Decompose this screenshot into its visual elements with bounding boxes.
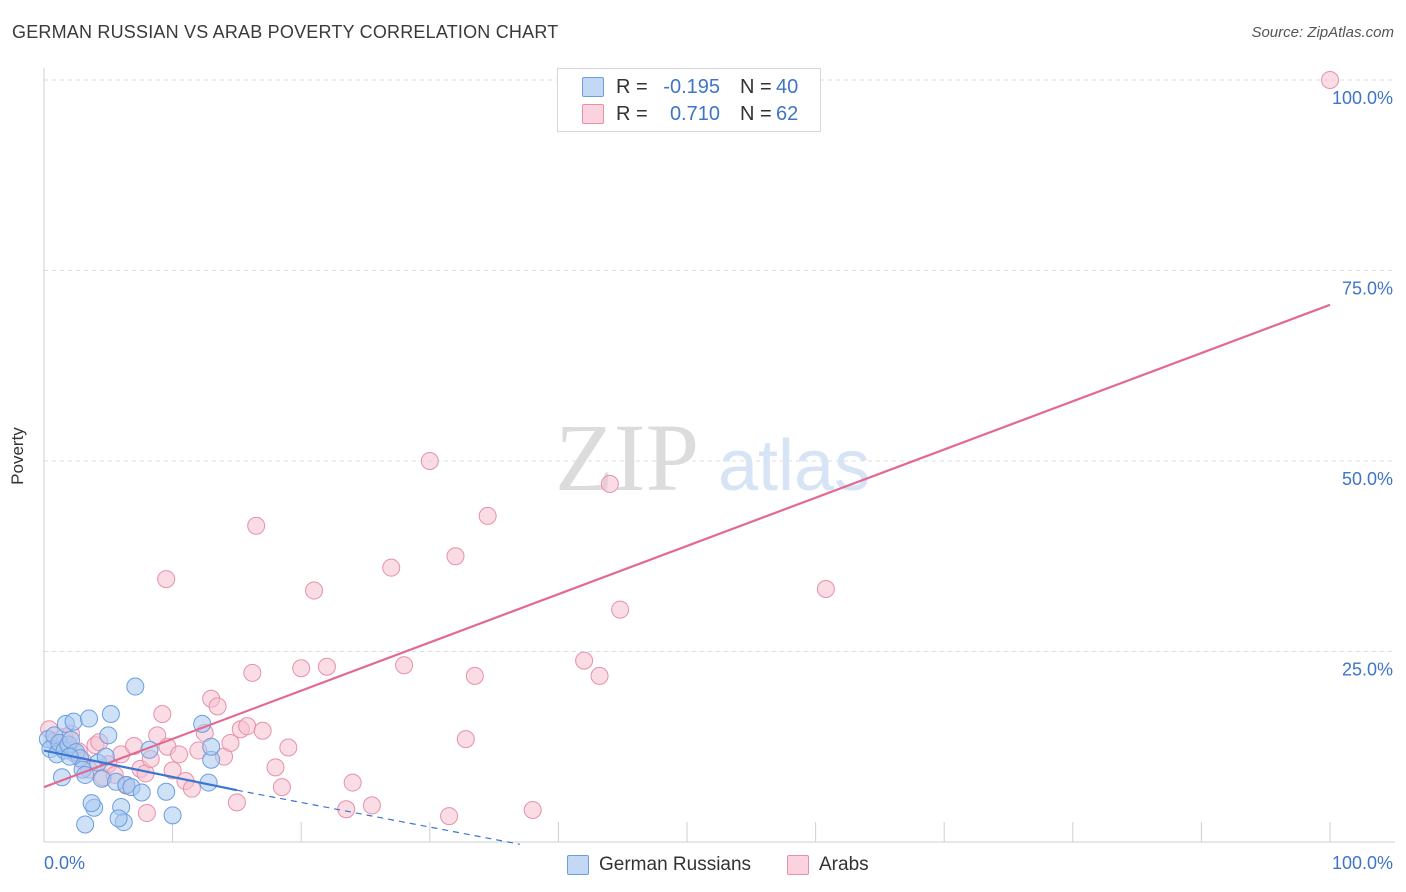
arabs-point — [420, 452, 439, 470]
german-russians-swatch — [582, 77, 604, 97]
legend-label: German Russians — [599, 854, 752, 875]
arabs-point — [1321, 71, 1339, 89]
y-tick-label: 75.0% — [1342, 279, 1393, 299]
arabs-point — [238, 717, 257, 736]
arabs-point — [337, 800, 356, 819]
german-russians-point — [76, 815, 95, 834]
arabs-point — [221, 733, 240, 752]
stats-row-arabs: R = 0.710 N = 62 — [582, 102, 798, 126]
arabs-point — [590, 666, 609, 685]
arabs-point — [382, 558, 401, 577]
legend-arabs[interactable]: Arabs — [787, 853, 869, 877]
legend-label: Arabs — [819, 854, 869, 875]
arabs-point — [317, 657, 336, 676]
german-russians-trend-extension — [236, 789, 520, 845]
arabs-swatch — [787, 855, 809, 875]
watermark: ZIP atlas — [555, 404, 870, 511]
german-russians-point — [109, 809, 128, 828]
arabs-point — [575, 651, 594, 670]
arabs-point — [279, 738, 298, 757]
stats-row-german-russians: R = -0.195 N = 40 — [582, 75, 798, 99]
arabs-point — [446, 547, 465, 566]
german-russians-point — [157, 782, 176, 801]
arabs-point — [157, 570, 176, 589]
watermark-atlas: atlas — [718, 426, 870, 506]
y-axis-label: Poverty — [8, 427, 27, 485]
german-russians-point — [163, 806, 182, 825]
arabs-point — [465, 666, 484, 685]
arabs-point — [440, 807, 459, 826]
n-label: N = — [740, 75, 772, 98]
arabs-point — [170, 745, 189, 764]
arabs-swatch — [582, 104, 604, 124]
arabs-point — [523, 800, 542, 819]
arabs-point — [137, 804, 156, 823]
arabs-point — [305, 581, 324, 600]
y-tick-label: 50.0% — [1342, 469, 1393, 489]
arabs-point — [153, 704, 172, 723]
r-label: R = — [616, 75, 648, 98]
arabs-point — [163, 761, 182, 780]
stats-legend: R = -0.195 N = 40 R = 0.710 N = 62 — [557, 68, 821, 132]
n-value: 40 — [776, 75, 799, 98]
arabs-point — [272, 778, 291, 797]
german-russians-point — [80, 709, 99, 728]
legend-german-russians[interactable]: German Russians — [567, 853, 751, 877]
trend-lines — [43, 303, 1331, 845]
arabs-point — [253, 721, 272, 740]
arabs-point — [456, 730, 475, 749]
axes — [43, 68, 1395, 843]
r-value: 0.710 — [669, 102, 720, 125]
tick-labels: 25.0% 50.0% 75.0% 100.0% 0.0% 100.0% — [44, 88, 1393, 873]
arabs-point — [362, 796, 381, 815]
chart-title: GERMAN RUSSIAN VS ARAB POVERTY CORRELATI… — [12, 22, 559, 42]
arabs-point — [292, 659, 311, 678]
grid-lines — [44, 79, 1395, 652]
r-label: R = — [616, 102, 648, 125]
german-russians-point — [64, 712, 83, 731]
n-value: 62 — [776, 102, 799, 125]
y-tick-label: 25.0% — [1342, 660, 1393, 680]
german-russians-point — [101, 704, 120, 723]
german-russians-point — [82, 794, 101, 813]
german-russians-point — [132, 783, 151, 802]
arabs-point — [208, 697, 227, 716]
arabs-point — [247, 516, 266, 535]
german-russians-point — [126, 677, 145, 696]
arabs-point — [611, 600, 630, 619]
chart-source: Source: ZipAtlas.com — [1251, 24, 1394, 41]
r-value: -0.195 — [663, 75, 720, 98]
y-tick-label: 100.0% — [1332, 88, 1393, 108]
arabs-point — [816, 580, 835, 599]
n-label: N = — [740, 102, 772, 125]
arabs-point — [343, 773, 362, 792]
x-tick-label: 100.0% — [1332, 853, 1393, 873]
german-russians-points — [38, 677, 221, 834]
arabs-point — [227, 793, 246, 812]
german-russians-point — [99, 726, 118, 745]
arabs-point — [266, 758, 285, 777]
arabs-trend-line — [43, 303, 1331, 789]
arabs-point — [395, 656, 414, 675]
german-russians-trend-line — [43, 749, 238, 792]
german-russians-point — [202, 737, 221, 756]
arabs-point — [600, 474, 619, 493]
arabs-point — [478, 506, 497, 525]
arabs-point — [243, 663, 262, 682]
watermark-zip: ZIP — [555, 404, 699, 511]
x-tick-label: 0.0% — [44, 853, 85, 873]
german-russians-swatch — [567, 855, 589, 875]
